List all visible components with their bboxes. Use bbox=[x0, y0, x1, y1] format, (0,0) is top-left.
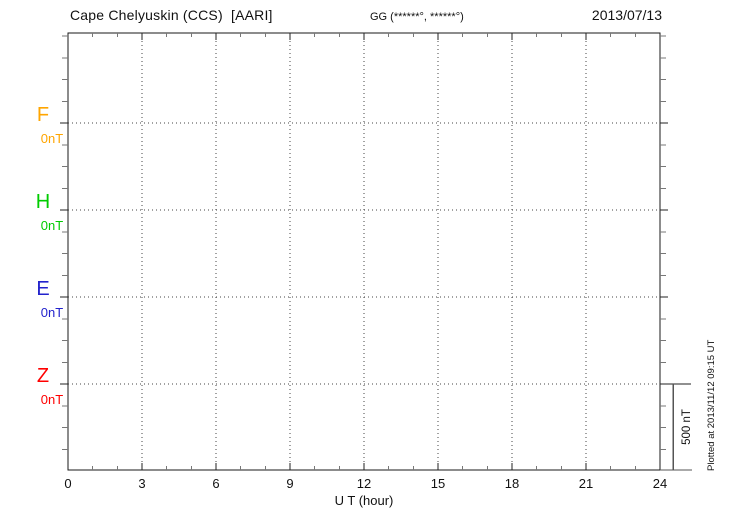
component-label-f: F bbox=[36, 104, 50, 126]
x-tick-6: 6 bbox=[212, 476, 220, 491]
plot-border bbox=[67, 32, 661, 471]
x-tick-18: 18 bbox=[504, 476, 520, 491]
station-title: Cape Chelyuskin (CCS) [AARI] bbox=[70, 7, 273, 23]
plotted-at-note: Plotted at 2013/11/12 09:15 UT bbox=[706, 339, 717, 471]
scale-bar-label: 500 nT bbox=[681, 409, 693, 445]
x-tick-0: 0 bbox=[64, 476, 72, 491]
x-tick-15: 15 bbox=[430, 476, 446, 491]
component-baseline-e: 0nT bbox=[40, 305, 64, 320]
plot-frame bbox=[60, 32, 692, 471]
x-tick-12: 12 bbox=[356, 476, 372, 491]
component-label-e: E bbox=[36, 278, 50, 300]
x-tick-3: 3 bbox=[138, 476, 146, 491]
component-baseline-f: 0nT bbox=[40, 131, 64, 146]
component-baseline-h: 0nT bbox=[40, 218, 64, 233]
x-tick-24: 24 bbox=[652, 476, 668, 491]
component-label-z: Z bbox=[36, 365, 50, 387]
gg-coordinates: GG (******°, ******°) bbox=[370, 11, 464, 23]
component-label-h: H bbox=[35, 191, 51, 213]
x-axis-title: U T (hour) bbox=[334, 493, 394, 508]
x-tick-21: 21 bbox=[578, 476, 594, 491]
component-baseline-z: 0nT bbox=[40, 392, 64, 407]
x-tick-9: 9 bbox=[286, 476, 294, 491]
plot-date: 2013/07/13 bbox=[591, 7, 662, 23]
